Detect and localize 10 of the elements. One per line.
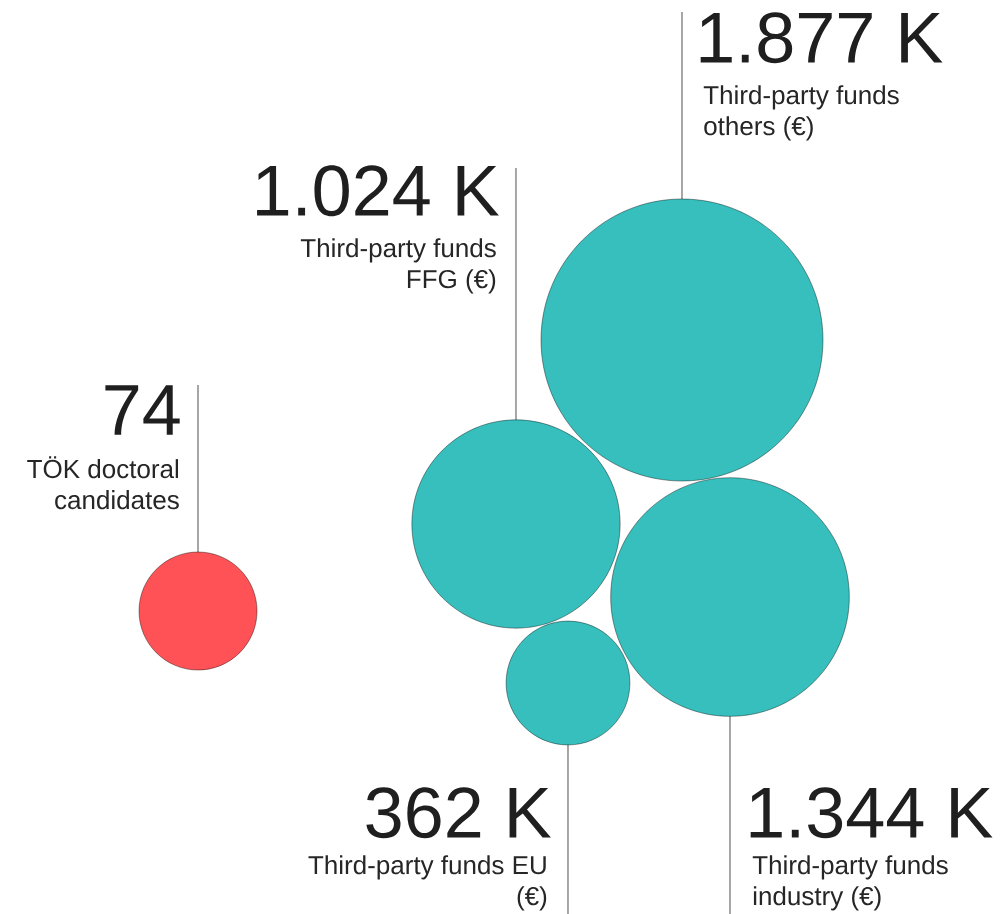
data-label: 1.344 K <box>750 787 993 839</box>
category-label: Third-party funds EU (€) <box>308 855 547 911</box>
category-label: Third-party funds FFG (€) <box>300 238 496 294</box>
data-label: 1.877 K <box>700 12 943 64</box>
data-label: 1.024 K <box>257 165 499 217</box>
category-label: Third-party funds others (€) <box>703 85 899 141</box>
category-label: TÖK doctoral candidates <box>27 456 179 510</box>
data-label: 362 K <box>366 787 551 839</box>
data-label: 74 <box>105 385 180 435</box>
category-label: Third-party funds industry (€) <box>752 855 948 911</box>
